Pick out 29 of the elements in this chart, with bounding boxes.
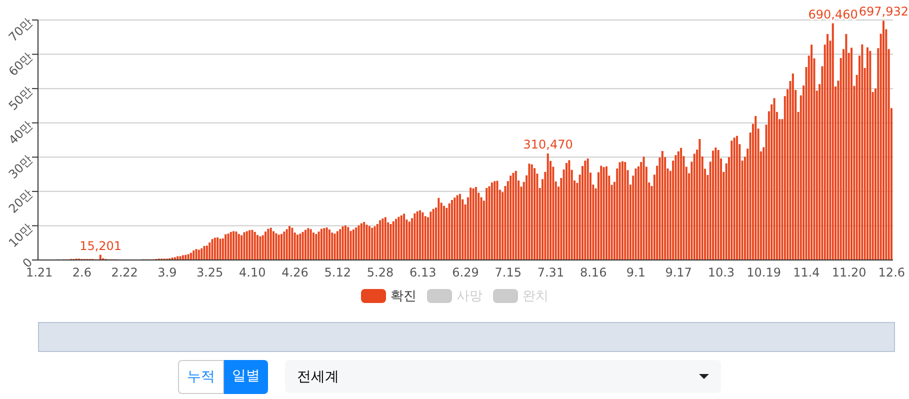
- x-tick-label: 12.6: [878, 266, 906, 280]
- x-tick-label: 10.3: [708, 266, 735, 280]
- x-tick-label: 1.21: [26, 266, 53, 280]
- legend-label: 확진: [390, 288, 416, 305]
- x-tick-label: 11.20: [832, 266, 866, 280]
- x-tick-label: 5.12: [324, 266, 352, 280]
- text: 전세계: [285, 360, 721, 393]
- x-tick-label: 3.9: [158, 266, 177, 280]
- x-tick-label: 6.29: [452, 266, 479, 280]
- annotation: 697,932: [858, 4, 908, 19]
- x-tick-label: 9.1: [626, 266, 646, 280]
- x-tick-label: 7.15: [494, 266, 522, 280]
- x-tick-label: 2.22: [111, 266, 138, 280]
- x-tick-label: 4.26: [282, 266, 308, 280]
- x-tick-label: 8.16: [580, 266, 607, 280]
- text: 누적: [178, 360, 224, 394]
- annotation: 690,460: [808, 7, 858, 22]
- x-tick-label: 7.31: [537, 266, 564, 280]
- annotation: 310,470: [523, 138, 573, 152]
- text: 일별: [224, 360, 268, 394]
- x-tick-label: 6.13: [410, 266, 436, 280]
- x-tick-label: 11.4: [793, 266, 820, 280]
- x-tick-label: 5.28: [366, 266, 394, 280]
- x-tick-label: 3.25: [196, 266, 224, 280]
- annotation: 15,201: [80, 238, 122, 253]
- x-tick-label: 4.10: [239, 266, 266, 280]
- x-tick-label: 10.19: [746, 266, 781, 280]
- x-tick-label: 9.17: [665, 266, 692, 280]
- x-tick-label: 2.6: [72, 266, 92, 280]
